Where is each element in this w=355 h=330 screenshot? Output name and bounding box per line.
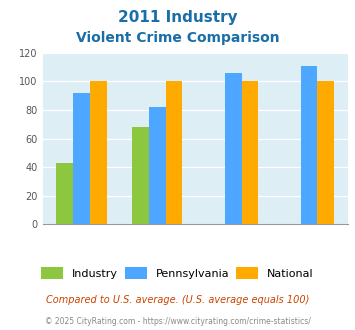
Bar bbox=[90, 82, 106, 224]
Bar bbox=[301, 66, 317, 224]
Bar bbox=[73, 93, 90, 224]
Bar bbox=[56, 163, 73, 224]
Bar bbox=[166, 82, 182, 224]
Bar bbox=[241, 82, 258, 224]
Bar bbox=[317, 82, 334, 224]
Bar bbox=[149, 107, 166, 224]
Text: Violent Crime Comparison: Violent Crime Comparison bbox=[76, 31, 279, 45]
Bar bbox=[132, 127, 149, 224]
Text: 2011 Industry: 2011 Industry bbox=[118, 10, 237, 25]
Text: Compared to U.S. average. (U.S. average equals 100): Compared to U.S. average. (U.S. average … bbox=[46, 295, 309, 305]
Text: © 2025 CityRating.com - https://www.cityrating.com/crime-statistics/: © 2025 CityRating.com - https://www.city… bbox=[45, 317, 310, 326]
Bar bbox=[225, 73, 241, 224]
Legend: Industry, Pennsylvania, National: Industry, Pennsylvania, National bbox=[37, 263, 318, 283]
